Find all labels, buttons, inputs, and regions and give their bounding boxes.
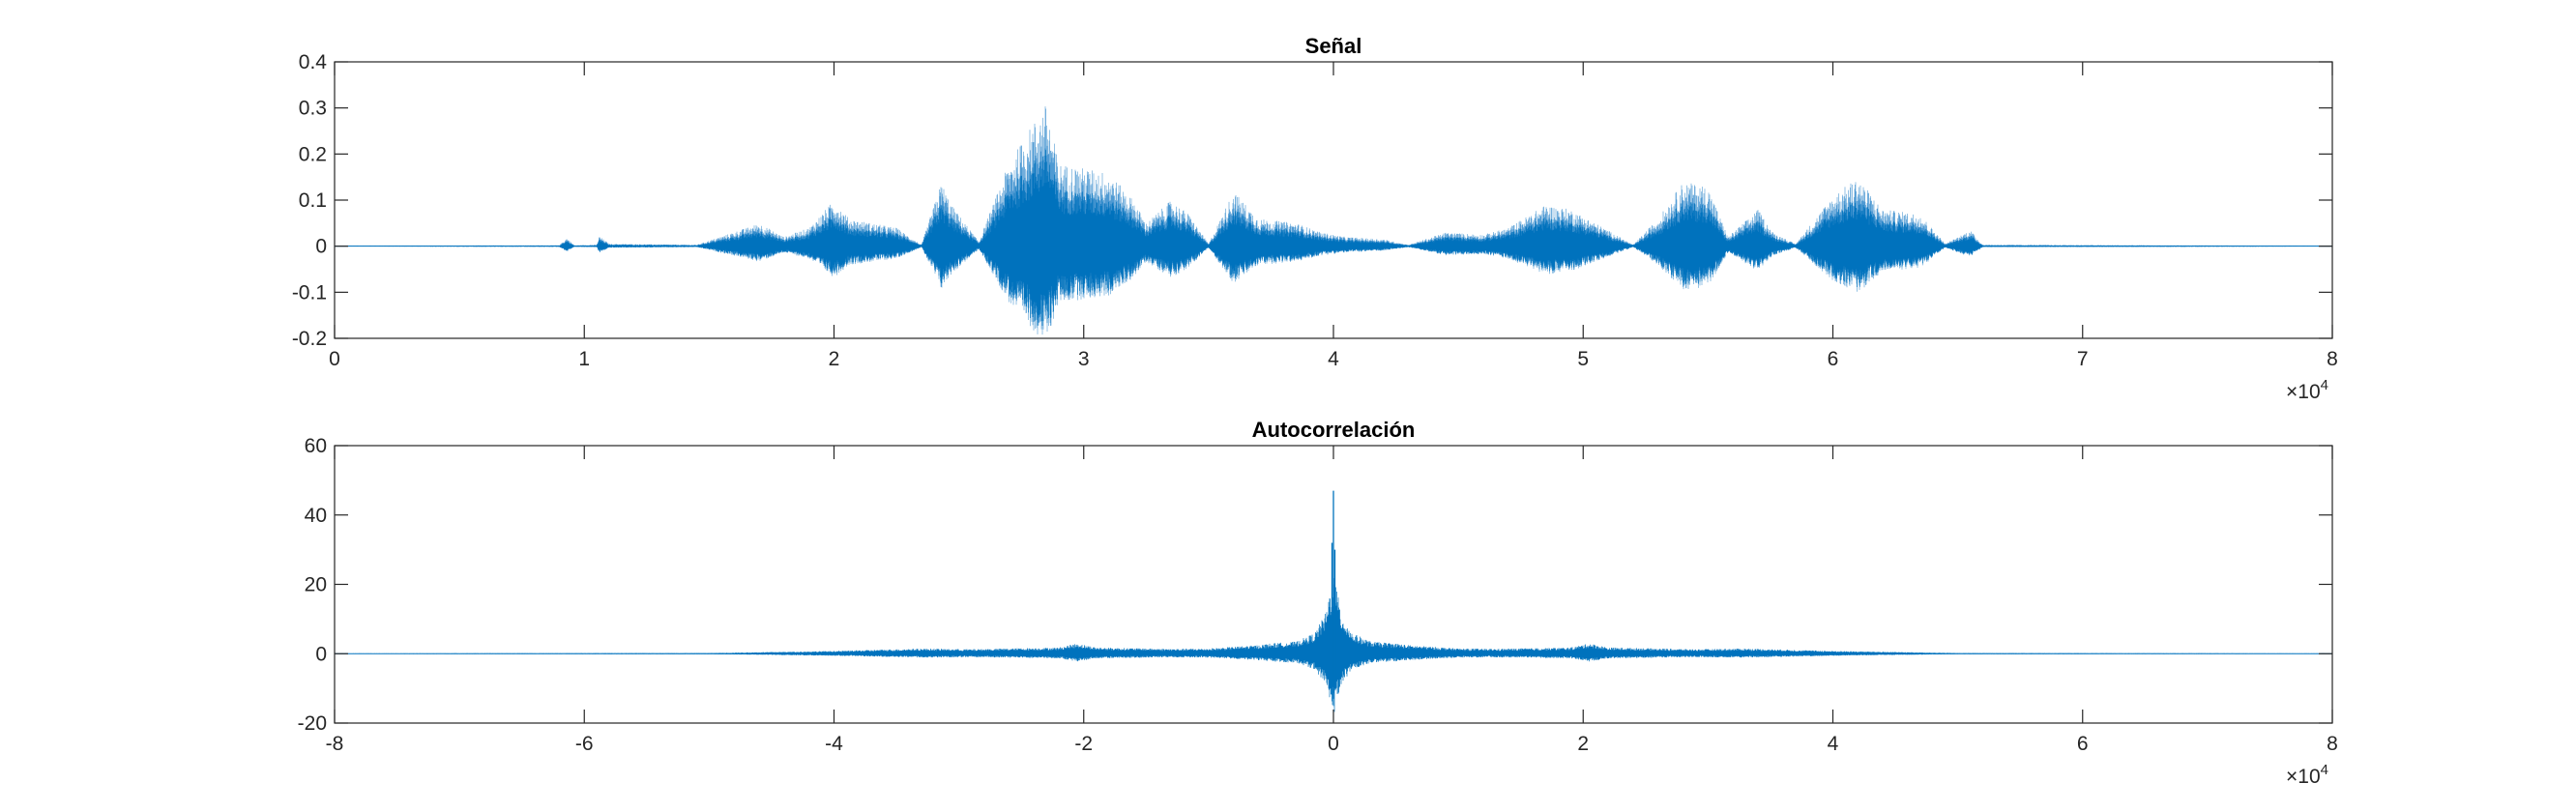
autocorrelation-ticks xyxy=(334,445,2333,724)
y-tick-label: -20 xyxy=(298,712,327,735)
y-tick-label: 0 xyxy=(315,643,327,665)
y-tick-label: 20 xyxy=(305,574,327,596)
signal-waveform-core xyxy=(334,148,2333,327)
signal-x-exponent: ×104 xyxy=(2286,377,2328,403)
x-tick-label: 6 xyxy=(1828,348,1839,370)
x-tick-label: -2 xyxy=(1074,733,1093,755)
x-tick-label: 8 xyxy=(2327,733,2338,755)
y-tick-label: 40 xyxy=(305,505,327,527)
y-tick-label: -0.2 xyxy=(292,328,327,350)
y-tick-label: 60 xyxy=(305,435,327,457)
signal-title: Señal xyxy=(1305,34,1362,58)
y-tick-label: 0.2 xyxy=(299,143,327,165)
x-tick-label: 2 xyxy=(829,348,840,370)
y-tick-label: 0 xyxy=(315,236,327,258)
x-tick-label: 8 xyxy=(2327,348,2338,370)
x-tick-label: 0 xyxy=(329,348,340,370)
x-tick-label: 3 xyxy=(1078,348,1090,370)
x-tick-label: 4 xyxy=(1828,733,1839,755)
x-tick-label: 5 xyxy=(1577,348,1589,370)
x-tick-label: -6 xyxy=(575,733,594,755)
autocorrelation-x-exponent: ×104 xyxy=(2286,762,2328,788)
signal-subplot: Señal 0 1 2 3 4 5 6 7 8 -0.2 -0.1 0 0.1 0.2 0.3 0.4 ×10… xyxy=(292,34,2338,403)
y-tick-label: 0.3 xyxy=(299,98,327,120)
x-tick-label: 0 xyxy=(1328,733,1339,755)
x-tick-label: -4 xyxy=(825,733,843,755)
signal-waveform-light xyxy=(334,106,2333,335)
x-tick-label: 6 xyxy=(2077,733,2089,755)
x-tick-label: -8 xyxy=(326,733,344,755)
y-tick-label: 0.4 xyxy=(299,51,328,73)
signal-waveform xyxy=(334,106,2333,335)
y-tick-label: 0.1 xyxy=(299,189,327,212)
signal-tick-labels: 0 1 2 3 4 5 6 7 8 -0.2 -0.1 0 0.1 0.2 0.3 0.4 xyxy=(292,51,2338,370)
signal-ticks xyxy=(334,61,2333,339)
y-tick-label: -0.1 xyxy=(292,281,327,304)
x-tick-label: 1 xyxy=(578,348,590,370)
autocorrelation-waveform xyxy=(334,490,2333,712)
x-tick-label: 2 xyxy=(1577,733,1589,755)
x-tick-label: 7 xyxy=(2077,348,2089,370)
autocorrelation-title: Autocorrelación xyxy=(1252,418,1416,442)
x-tick-label: 4 xyxy=(1328,348,1339,370)
signal-axes-box xyxy=(334,61,2333,339)
autocorrelation-subplot: Autocorrelación -8 -6 -4 -2 0 2 4 6 8-200204060 … xyxy=(298,418,2338,788)
